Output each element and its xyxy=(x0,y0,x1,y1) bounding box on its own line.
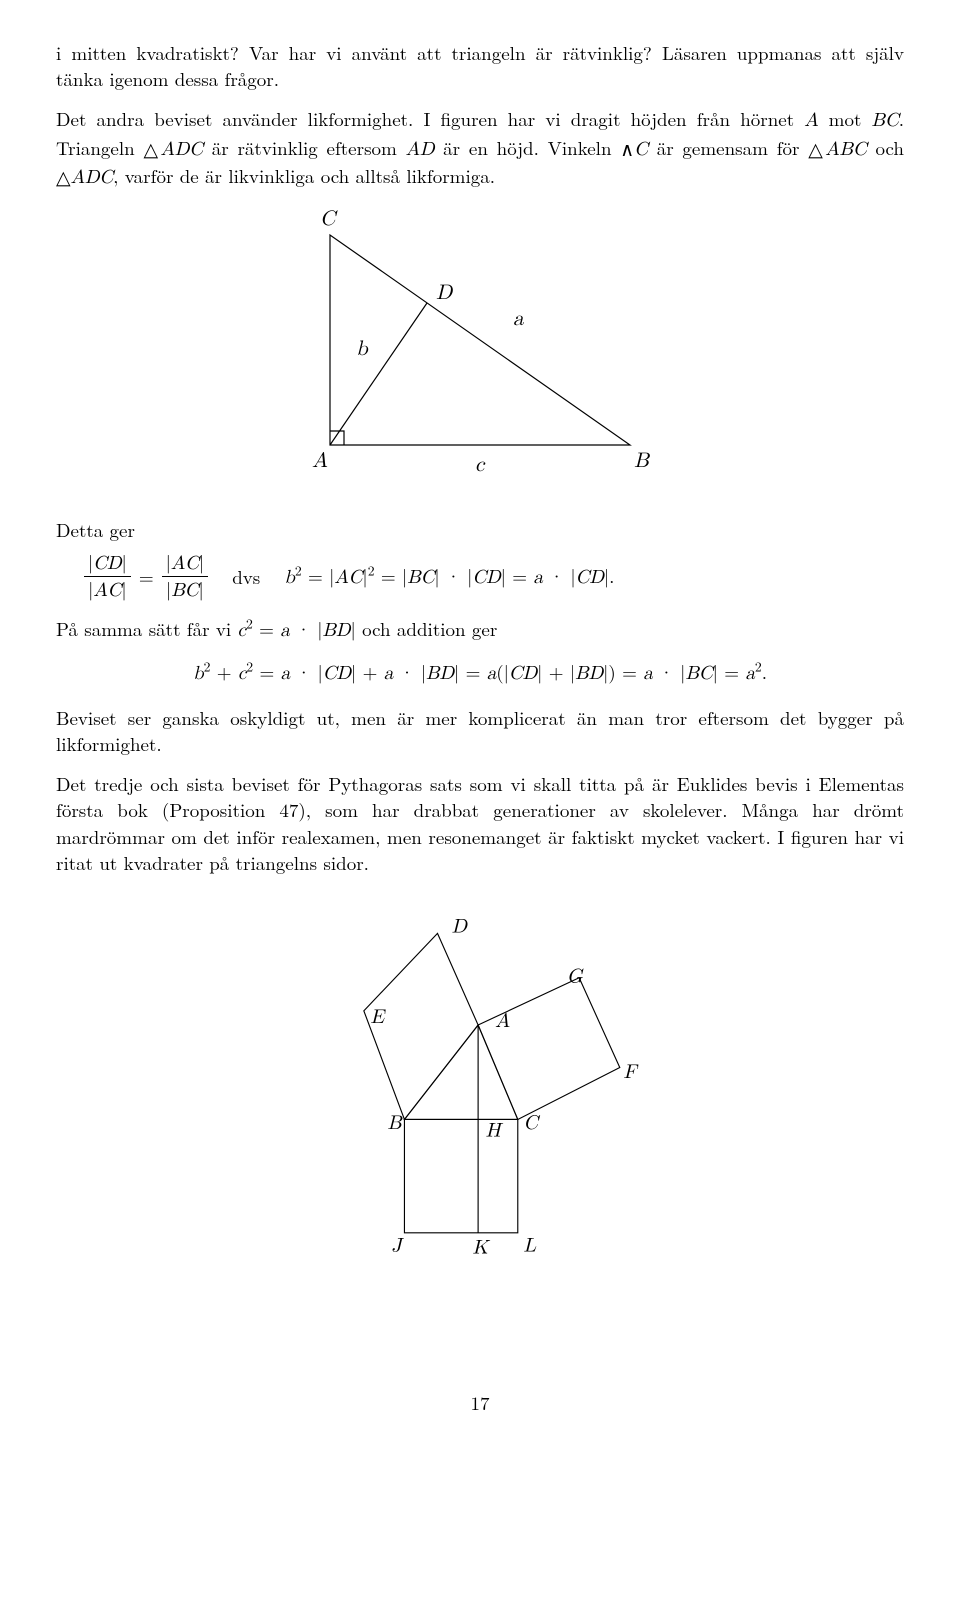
sym-a7: a xyxy=(745,664,755,683)
label-D: D xyxy=(436,283,454,304)
label-H: H xyxy=(486,1121,504,1141)
sym-CD: CD xyxy=(93,554,121,573)
euclid-svg: D G E A F B H C J K L xyxy=(310,890,650,1330)
sym-b2: b xyxy=(193,664,204,683)
sym-AC3: AC xyxy=(334,568,362,587)
label-K: K xyxy=(472,1238,490,1258)
sym-BD2: BD xyxy=(426,664,454,683)
sym-CD2: CD xyxy=(472,568,500,587)
label-C: C xyxy=(523,1113,540,1133)
text: På samma sätt får vi xyxy=(56,615,238,642)
sym-CD5: CD xyxy=(509,664,537,683)
equation-similarity: |CD| |AC| = |AC| |BC| dvs b2 = |AC|2 = |… xyxy=(84,552,904,603)
sym-AC: AC xyxy=(93,581,121,600)
eq1-rhs: b2 = |AC|2 = |BC| · |CD| = a · |CD|. xyxy=(284,563,614,591)
sym-BC3: BC xyxy=(407,568,434,587)
paragraph-2: Det andra beviset använder likformighet.… xyxy=(56,106,904,191)
text: är rätvinklig eftersom xyxy=(203,134,406,161)
label-b: b xyxy=(356,339,369,360)
paragraph-4: Beviset ser ganska oskyldigt ut, men är … xyxy=(56,705,904,757)
sym-AD: AD xyxy=(406,140,435,159)
sym-ABC: ABC xyxy=(825,140,866,159)
label-C: C xyxy=(320,209,338,230)
paragraph-3: På samma sätt får vi c2 = a · |BD| och a… xyxy=(56,616,904,644)
triangle-svg: C D a b A c B xyxy=(270,205,690,505)
sym-BC: BC xyxy=(872,111,899,130)
paragraph-5: Det tredje och sista beviset för Pythago… xyxy=(56,771,904,876)
sym-C: C xyxy=(634,140,648,159)
sym-AC2: AC xyxy=(171,554,199,573)
sym-a5: a xyxy=(487,664,497,683)
label-G: G xyxy=(567,967,584,987)
label-F: F xyxy=(624,1062,639,1082)
sym-b: b xyxy=(284,568,295,587)
label-L: L xyxy=(523,1236,536,1256)
sym-BC4: BC xyxy=(685,664,712,683)
figure-triangle-adc: C D a b A c B xyxy=(56,205,904,511)
sym-A: A xyxy=(804,111,818,130)
frac-ac-bc: |AC| |BC| xyxy=(162,552,209,603)
text: är en höjd. Vinkeln xyxy=(434,134,620,161)
sym-a2: a xyxy=(280,621,290,640)
sym-c: c xyxy=(238,621,246,640)
label-A: A xyxy=(495,1011,510,1031)
text: är gemensam för xyxy=(648,134,808,161)
sym-ADC2: ADC xyxy=(71,168,113,187)
sym-a4: a xyxy=(384,664,394,683)
text: och xyxy=(867,134,904,161)
detta-ger: Detta ger xyxy=(56,517,904,543)
sym-CD3: CD xyxy=(576,568,604,587)
label-c: c xyxy=(475,455,486,476)
figure-euclid-47: D G E A F B H C J K L xyxy=(56,890,904,1336)
text: mot xyxy=(819,105,872,132)
frac-cd-ac: |CD| |AC| xyxy=(84,552,131,603)
sym-a: a xyxy=(533,568,543,587)
label-B: B xyxy=(634,451,651,472)
sym-a6: a xyxy=(643,664,653,683)
triangle-icon: △ xyxy=(808,135,825,162)
label-A: A xyxy=(312,451,328,472)
sym-a3: a xyxy=(281,664,291,683)
angle-icon: ∧ xyxy=(620,135,634,162)
label-a: a xyxy=(513,309,524,330)
equation-addition: b2 + c2 = a · |CD| + a · |BD| = a(|CD| +… xyxy=(56,659,904,687)
dvs-label: dvs xyxy=(232,564,260,590)
text: , varför de är likvinkliga och alltså li… xyxy=(113,162,495,189)
sym-CD4: CD xyxy=(323,664,351,683)
label-E: E xyxy=(370,1007,386,1027)
triangle-icon: △ xyxy=(56,163,71,190)
text: och addition ger xyxy=(356,615,498,642)
sym-BC2: BC xyxy=(171,581,198,600)
sym-BD: BD xyxy=(322,621,350,640)
text: Det andra beviset använder likformighet.… xyxy=(56,105,804,132)
sym-BD3: BD xyxy=(575,664,603,683)
label-B: B xyxy=(387,1113,403,1133)
page-number: 17 xyxy=(56,1390,904,1416)
label-J: J xyxy=(391,1236,404,1256)
triangle-icon: △ xyxy=(143,135,160,162)
paragraph-1: i mitten kvadratiskt? Var har vi använt … xyxy=(56,40,904,92)
label-D: D xyxy=(452,917,469,937)
sym-ADC: ADC xyxy=(161,140,203,159)
